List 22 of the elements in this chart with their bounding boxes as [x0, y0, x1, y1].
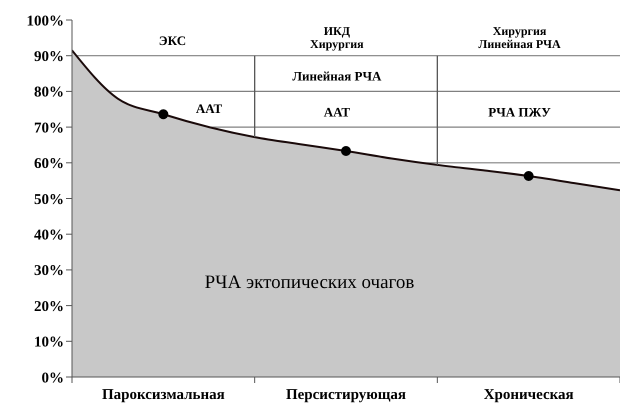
annotation: ААТ	[324, 104, 350, 120]
annotation: Хирургия Линейная РЧА	[478, 24, 561, 52]
annotation: РЧА эктопических очагов	[204, 272, 414, 293]
y-tick-label: 60%	[34, 156, 64, 172]
y-tick-label: 30%	[34, 263, 64, 280]
annotation: ААТ	[196, 100, 222, 116]
annotation: Линейная РЧА	[292, 68, 382, 84]
y-tick-label: 70%	[34, 120, 64, 136]
y-tick-label: 90%	[34, 49, 64, 66]
y-tick-label: 0%	[42, 370, 64, 386]
x-tick-label: Пароксизмальная	[102, 387, 225, 403]
y-tick-label: 10%	[34, 334, 64, 351]
annotation: РЧА ПЖУ	[488, 104, 552, 120]
y-tick-label: 100%	[26, 13, 64, 30]
y-tick-label: 50%	[34, 192, 64, 208]
annotation: ЭКС	[158, 32, 186, 48]
x-tick-label: Персистирующая	[286, 387, 406, 403]
x-tick-label: Хроническая	[484, 387, 574, 403]
y-tick-label: 80%	[34, 84, 64, 101]
y-tick-label: 40%	[34, 228, 64, 244]
y-tick-label: 20%	[34, 298, 64, 315]
annotation: ИКД Хирургия	[310, 24, 364, 52]
